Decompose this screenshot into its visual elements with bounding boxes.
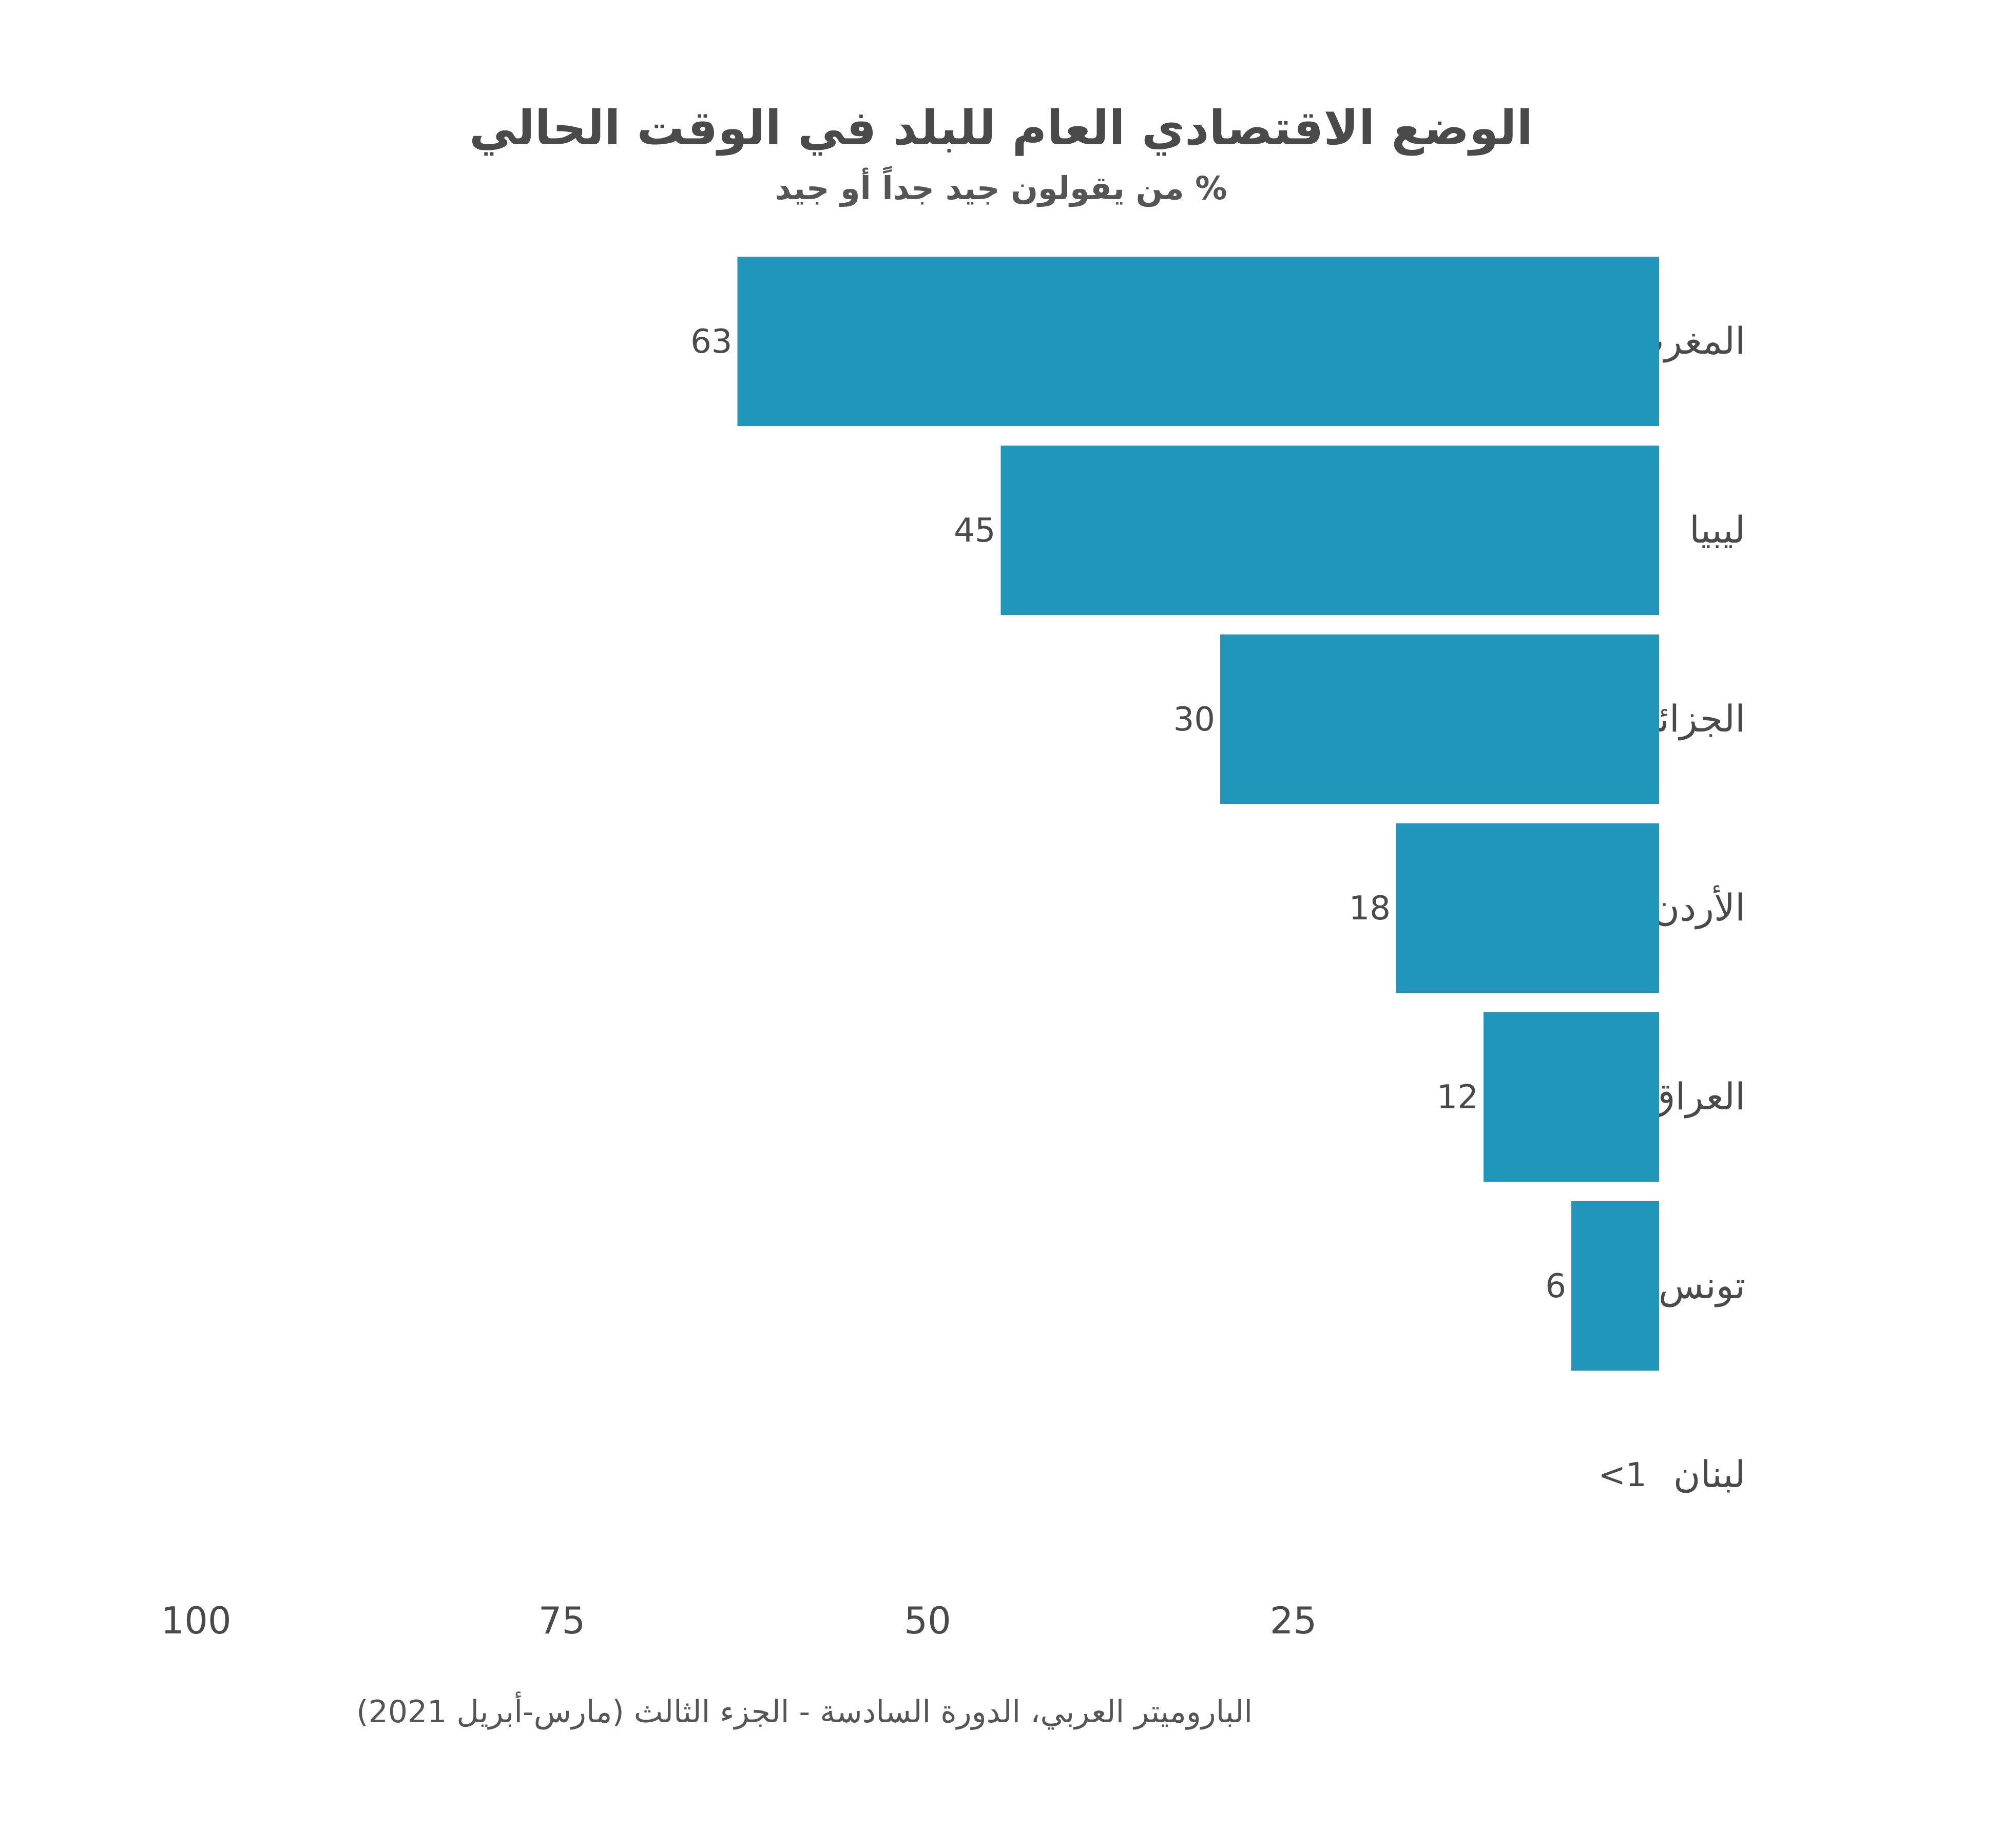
value-label: 6 <box>1545 1267 1566 1305</box>
value-label: <1 <box>1598 1456 1646 1494</box>
chart-title: الوضع الاقتصادي العام للبلد في الوقت الح… <box>469 101 1533 156</box>
category-label: الأردن <box>1652 885 1745 930</box>
category-label: ليبيا <box>1689 508 1745 551</box>
value-label: 30 <box>1173 701 1215 739</box>
category-label: العراق <box>1647 1075 1745 1119</box>
chart-subtitle: % من يقولون جيد جداً أو جيد <box>775 169 1227 207</box>
bar <box>1396 823 1659 993</box>
value-label: 45 <box>954 512 995 550</box>
category-label: لبنان <box>1673 1453 1745 1496</box>
bar <box>1571 1201 1659 1371</box>
x-tick-label: 50 <box>904 1599 951 1642</box>
x-tick-label: 75 <box>538 1599 586 1642</box>
value-label: 12 <box>1437 1079 1478 1116</box>
value-label: 63 <box>690 323 732 361</box>
value-label: 18 <box>1349 890 1391 928</box>
bar <box>1000 446 1659 615</box>
x-tick-label: 25 <box>1270 1599 1317 1642</box>
bar <box>737 257 1659 426</box>
bar <box>1484 1012 1659 1182</box>
bar <box>1220 634 1659 804</box>
x-tick-label: 100 <box>161 1599 231 1642</box>
category-label: تونس <box>1659 1264 1745 1307</box>
source-note: الباروميتر العربي، الدورة السادسة - الجز… <box>356 1694 1253 1730</box>
